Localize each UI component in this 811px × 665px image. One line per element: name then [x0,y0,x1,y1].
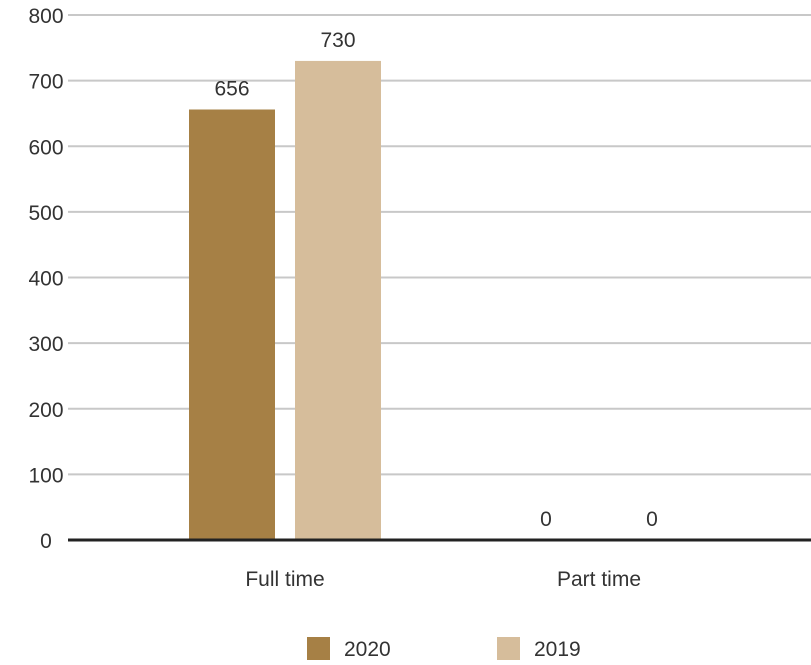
y-tick-label: 600 [28,136,63,159]
y-tick-label: 300 [28,333,63,356]
y-tick-label: 0 [40,530,52,553]
gridlines [68,14,811,476]
legend-label: 2019 [534,638,581,661]
x-tick-label: Part time [557,568,641,591]
bar-2019-full-time [295,60,381,540]
y-tick-label: 500 [28,202,63,225]
y-tick-label: 400 [28,268,63,291]
bars [189,60,381,540]
data-label: 0 [540,508,552,531]
legend-swatch-2020 [307,637,330,660]
legend: 2020 2019 [307,637,581,661]
y-tick-label: 800 [28,5,63,28]
axes: 0 100 200 300 400 500 600 700 800 Full time Part t… [28,5,811,591]
data-label: 0 [646,508,658,531]
bar-2020-full-time [189,109,275,540]
legend-swatch-2019 [497,637,520,660]
y-tick-label: 200 [28,399,63,422]
y-tick-label: 700 [28,71,63,94]
legend-label: 2020 [344,638,391,661]
data-label: 656 [214,78,249,101]
x-tick-label: Full time [245,568,324,591]
y-tick-label: 100 [28,464,63,487]
data-label: 730 [320,29,355,52]
data-labels: 656 730 0 0 [214,29,657,531]
